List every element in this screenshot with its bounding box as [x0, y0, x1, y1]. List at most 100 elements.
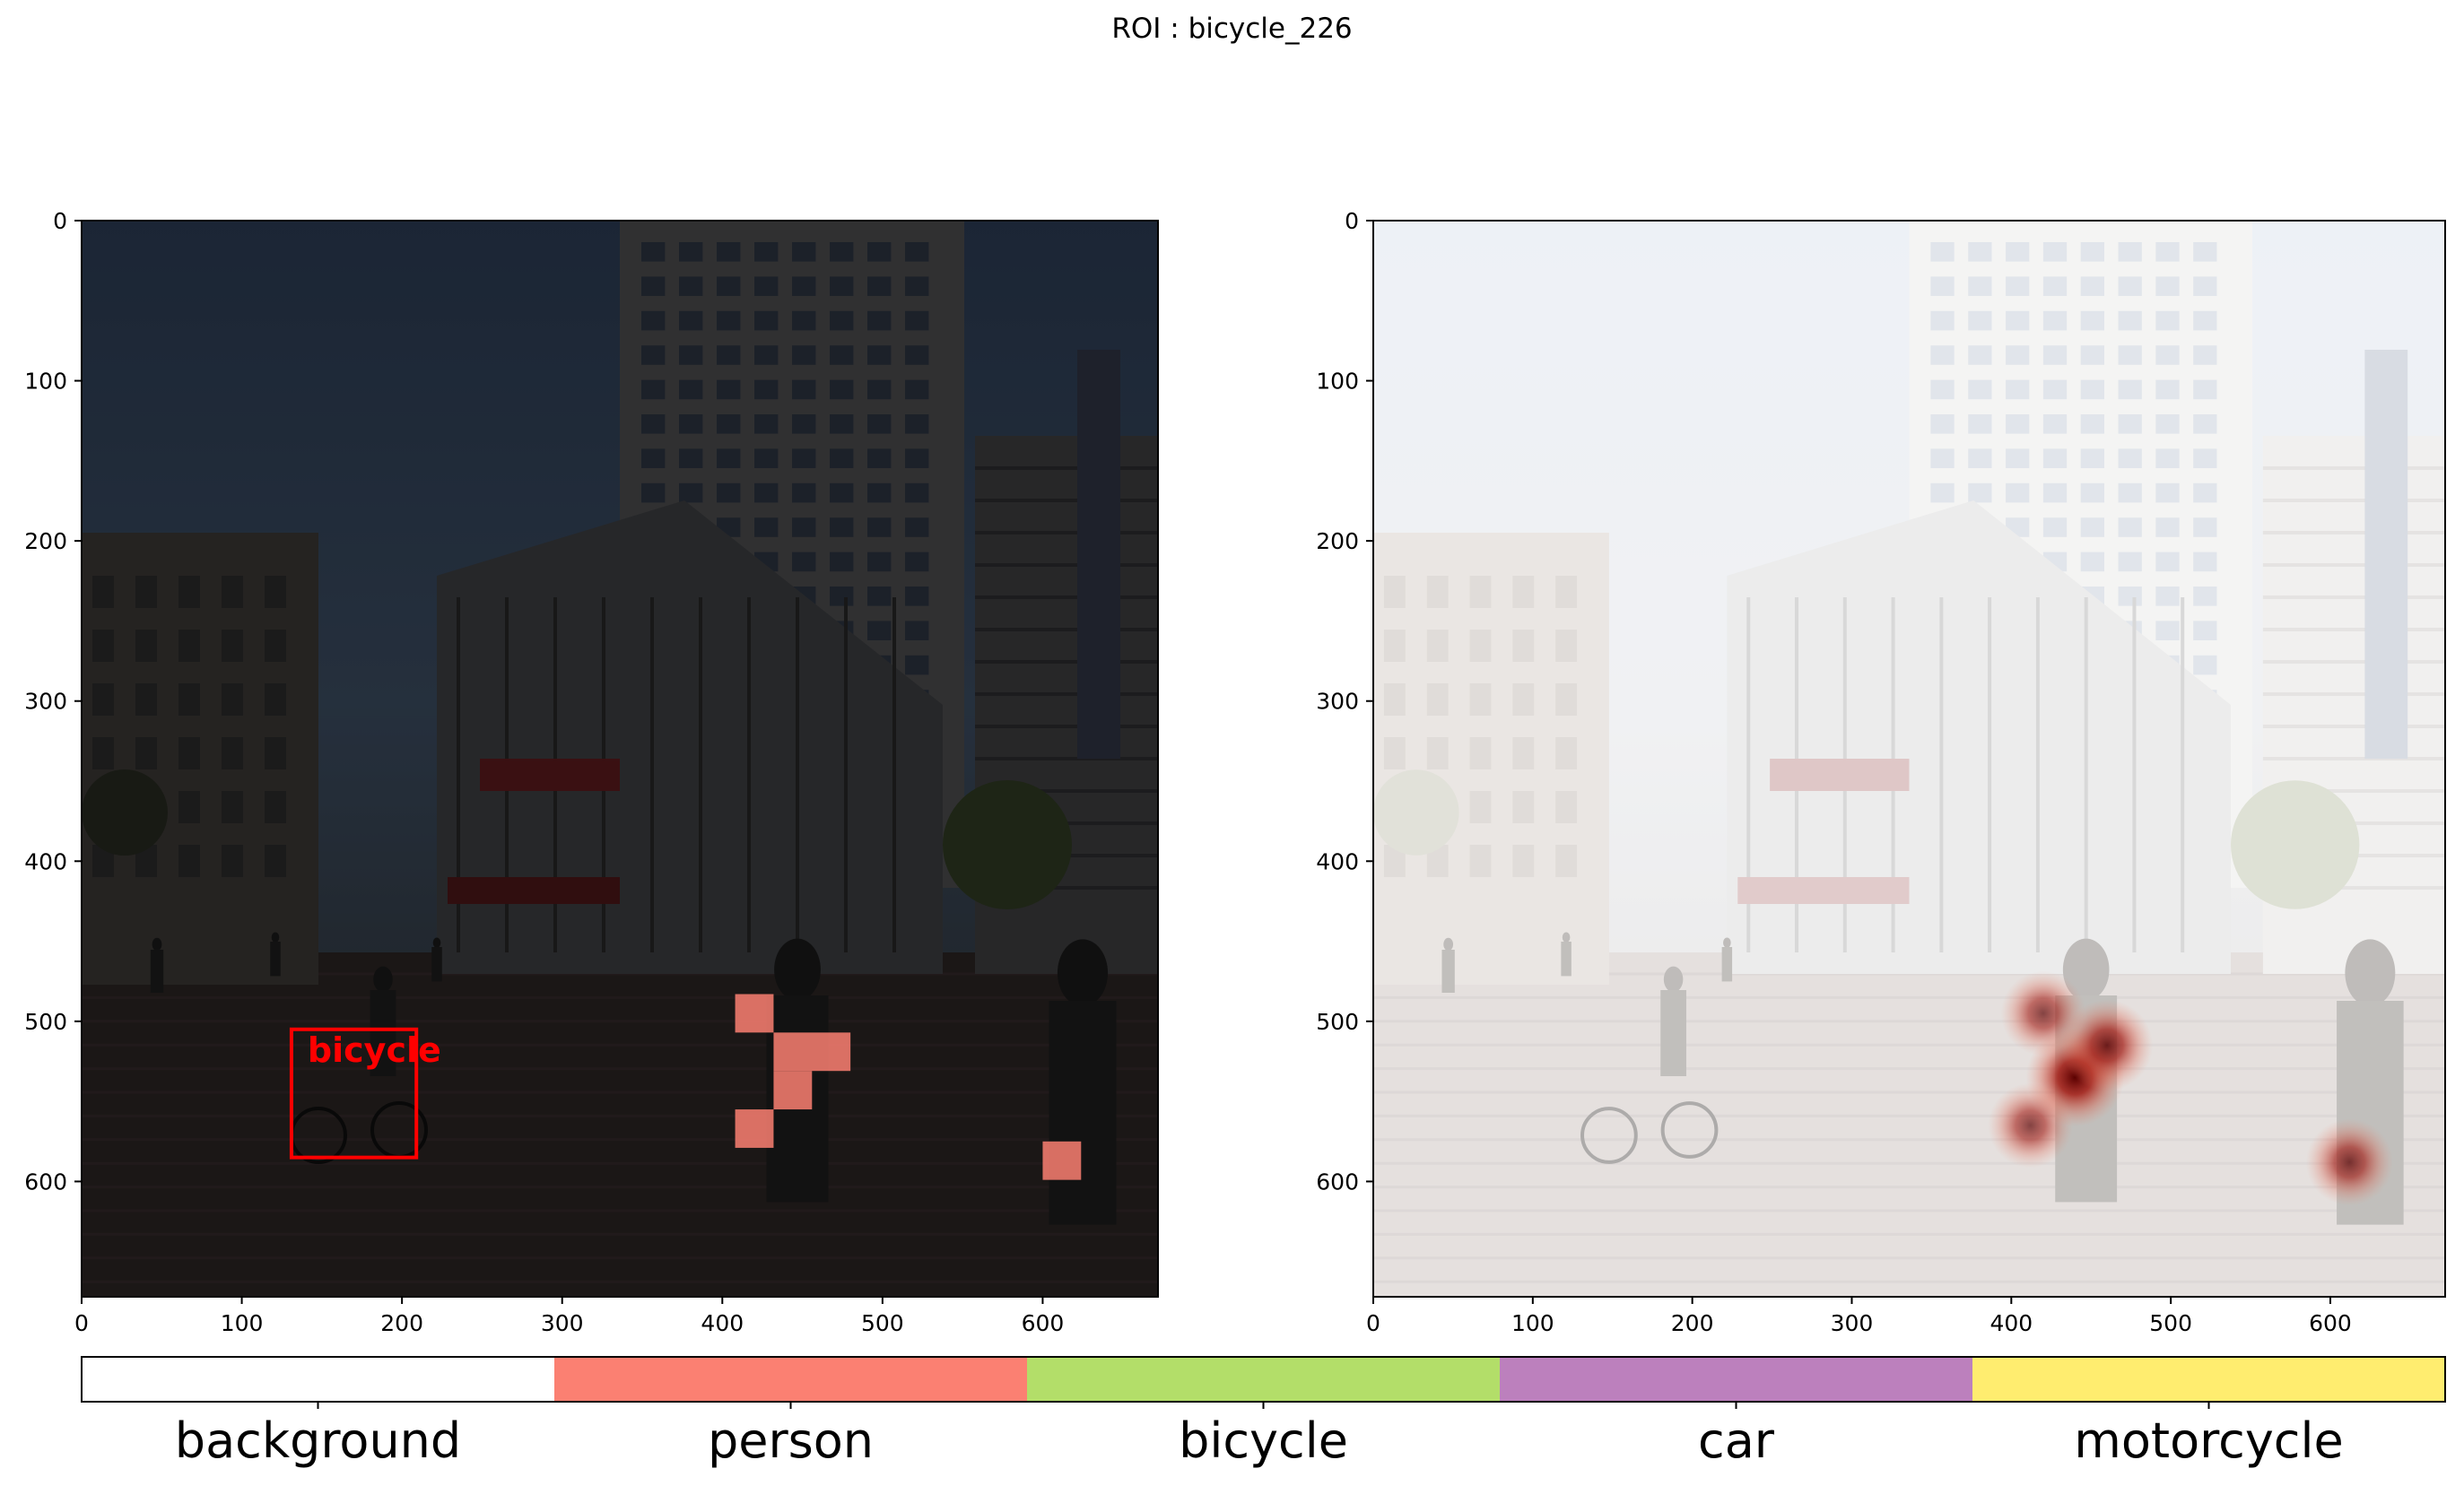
tower-window	[679, 276, 703, 296]
left-y-tick-label: 500	[24, 1009, 67, 1035]
pavement	[82, 952, 1158, 1297]
person-silhouette-head	[1562, 932, 1571, 943]
tower-window	[867, 482, 892, 503]
tower-window	[2042, 379, 2068, 400]
tower-window	[792, 242, 816, 262]
tower-window	[905, 448, 929, 468]
tower-window	[830, 552, 854, 572]
building-window	[1383, 737, 1406, 769]
segmentation-overlay-left: bicycle	[289, 994, 1082, 1180]
tower-window	[2193, 310, 2217, 331]
tower-window	[2006, 448, 2030, 468]
tower-window	[679, 448, 703, 468]
colorbar-label-person: person	[708, 1412, 874, 1469]
tower-window	[830, 482, 854, 503]
tower-window	[2042, 482, 2068, 503]
tower-window	[1968, 414, 1992, 434]
person-silhouette-head	[1443, 937, 1454, 952]
building-window	[1469, 791, 1492, 823]
person-silhouette-head	[774, 938, 821, 1001]
colorbar-segment-car	[1500, 1357, 1972, 1402]
tower-window	[2006, 345, 2030, 365]
tower-window	[867, 345, 892, 365]
tower-window	[867, 276, 892, 296]
left-x-tick-label: 600	[1022, 1310, 1065, 1336]
tower-window	[2042, 448, 2068, 468]
left-y-tick-label: 600	[24, 1169, 67, 1195]
tower-window	[905, 587, 929, 606]
tower-window	[2155, 310, 2180, 331]
building-window	[92, 683, 114, 716]
tower-window	[867, 310, 892, 331]
building-window	[92, 737, 114, 769]
tower-window	[2118, 552, 2142, 572]
building-window	[1512, 576, 1535, 608]
tower-window	[2118, 276, 2142, 296]
building-window	[135, 683, 157, 716]
tower-window	[2006, 414, 2030, 434]
tower-window	[1968, 242, 1992, 262]
tower-window	[717, 448, 741, 468]
left-y-tick-label: 300	[24, 689, 67, 715]
person-segment-cell	[735, 1109, 774, 1148]
tower-window	[1968, 345, 1992, 365]
tower-window	[754, 276, 779, 296]
heat-hotspot	[1988, 1082, 2073, 1169]
tower-window	[754, 517, 779, 537]
right-y-tick-label: 500	[1316, 1009, 1359, 1035]
tower-window	[1968, 482, 1992, 503]
tower-window	[2155, 448, 2180, 468]
storefront-awning	[480, 759, 620, 791]
tree	[2231, 780, 2360, 909]
tower-window	[867, 552, 892, 572]
left-y-tick-label: 0	[53, 208, 67, 234]
building-window	[1426, 683, 1449, 716]
tower-window	[717, 242, 741, 262]
left-x-tick-label: 500	[861, 1310, 904, 1336]
colorbar-label-car: car	[1698, 1412, 1775, 1469]
building-window	[1512, 791, 1535, 823]
tower-window	[830, 345, 854, 365]
tower-window	[717, 482, 741, 503]
left-y-tick-label: 400	[24, 848, 67, 874]
building-window	[265, 576, 286, 608]
person-silhouette-body	[1561, 942, 1572, 977]
tower-window	[679, 310, 703, 331]
person-silhouette-body	[1721, 947, 1733, 982]
left-y-tick-label: 200	[24, 528, 67, 554]
tower-window	[905, 482, 929, 503]
building-window	[1469, 737, 1492, 769]
right-x-tick-label: 0	[1366, 1310, 1380, 1336]
right-y-tick-label: 300	[1316, 689, 1359, 715]
building-window	[222, 737, 243, 769]
tower-window	[2193, 345, 2217, 365]
tower-window	[2118, 242, 2142, 262]
tower-window	[679, 242, 703, 262]
tower-window	[905, 242, 929, 262]
tower-window	[830, 242, 854, 262]
building-window	[1555, 791, 1578, 823]
left-panel: bicycle 0 100 200 300 400 500 600 0 100 200 300 400…	[24, 208, 1159, 1336]
person-silhouette-body	[431, 947, 442, 982]
left-y-tick-label: 100	[24, 369, 67, 395]
tower-window	[1968, 448, 1992, 468]
tower-window	[2080, 379, 2104, 400]
tower-window	[867, 587, 892, 606]
building-window	[1555, 576, 1578, 608]
tower-window	[2155, 379, 2180, 400]
tower-window	[2193, 655, 2217, 675]
tower-window	[2006, 379, 2030, 400]
tower-window	[2193, 448, 2217, 468]
tower-window	[2193, 517, 2217, 537]
tower-window	[641, 482, 666, 503]
tower-window	[792, 379, 816, 400]
tower-window	[1930, 242, 1955, 262]
building-window	[222, 683, 243, 716]
tower-window	[2118, 379, 2142, 400]
tower-window	[867, 379, 892, 400]
right-x-tick-label: 300	[1831, 1310, 1874, 1336]
person-silhouette-head	[1663, 966, 1684, 993]
building-window	[1512, 683, 1535, 716]
person-silhouette-head	[432, 937, 441, 948]
building-window	[222, 576, 243, 608]
